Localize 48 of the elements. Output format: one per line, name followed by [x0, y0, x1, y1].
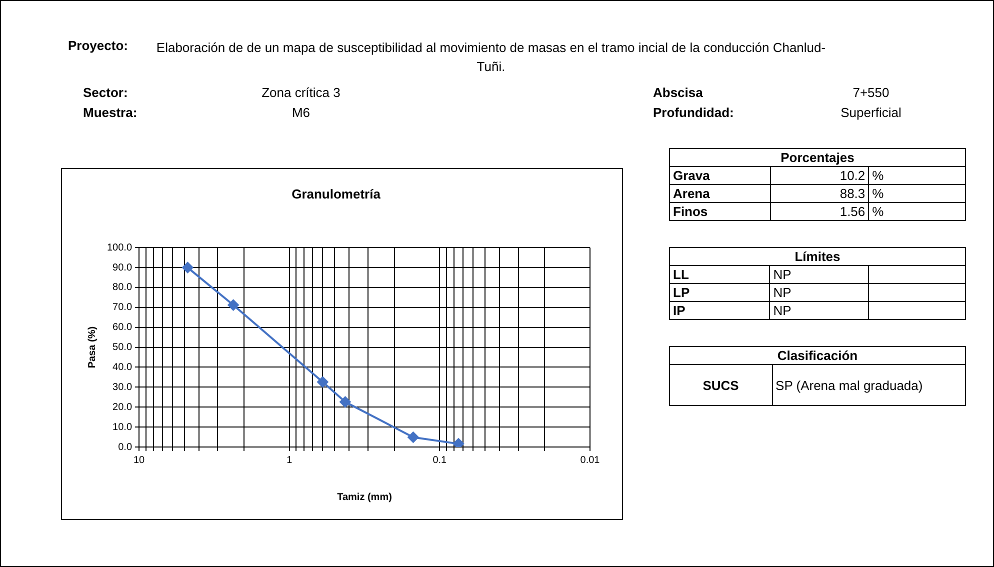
- text: LL: [670, 266, 770, 284]
- text: 10.2: [770, 166, 869, 184]
- text: Límites: [670, 248, 966, 266]
- x-tick-label: 0.1: [432, 454, 448, 466]
- text: %: [868, 184, 966, 202]
- text: Clasificación: [670, 346, 966, 364]
- text: %: [868, 166, 966, 184]
- y-tick-label: 50.0: [112, 342, 132, 354]
- x-tick-label: 0.01: [580, 454, 600, 466]
- text: M6: [290, 105, 312, 120]
- y-tick-label: 90.0: [112, 262, 132, 274]
- text: Abscisa: [653, 85, 703, 100]
- text: SP (Arena mal graduada): [772, 364, 966, 406]
- text: LP: [670, 284, 770, 302]
- text: Profundidad:: [653, 105, 734, 120]
- text: NP: [770, 302, 868, 320]
- text: Elaboración de de un mapa de susceptibilidad al movimiento de masas en el tramo incial de la conducción Chanlud-Tuñi.: [155, 39, 827, 76]
- y-tick-label: 0.0: [118, 442, 132, 453]
- y-tick-label: 70.0: [112, 302, 132, 314]
- text: Porcentajes: [670, 148, 966, 166]
- text: Superficial: [840, 105, 902, 120]
- x-tick-label: 10: [133, 454, 146, 466]
- chart-title: Granulometría: [292, 186, 382, 202]
- y-tick-label: 10.0: [112, 422, 132, 433]
- text: Zona crítica 3: [260, 85, 342, 100]
- text: IP: [670, 302, 770, 320]
- y-tick-label: 20.0: [112, 402, 132, 413]
- text: Sector:: [83, 85, 128, 100]
- text: SUCS: [670, 364, 772, 406]
- text: 7+550: [852, 85, 890, 100]
- text: 1.56: [770, 202, 869, 220]
- y-axis-title: Pasa (%): [86, 326, 98, 368]
- y-tick-label: 40.0: [112, 362, 132, 373]
- x-axis-title: Tamiz (mm): [337, 492, 392, 503]
- text: %: [868, 202, 966, 220]
- text: NP: [770, 284, 868, 302]
- text: Muestra:: [83, 105, 138, 120]
- text: Arena: [670, 184, 771, 202]
- y-tick-label: 30.0: [112, 382, 132, 393]
- x-tick-label: 1: [286, 454, 293, 466]
- text: Grava: [670, 166, 771, 184]
- y-tick-label: 80.0: [112, 282, 132, 294]
- text: 88.3: [770, 184, 869, 202]
- y-tick-label: 100.0: [106, 242, 132, 254]
- y-tick-label: 60.0: [112, 322, 132, 334]
- text: Proyecto:: [68, 38, 128, 53]
- text: Finos: [670, 202, 771, 220]
- text: NP: [770, 266, 868, 284]
